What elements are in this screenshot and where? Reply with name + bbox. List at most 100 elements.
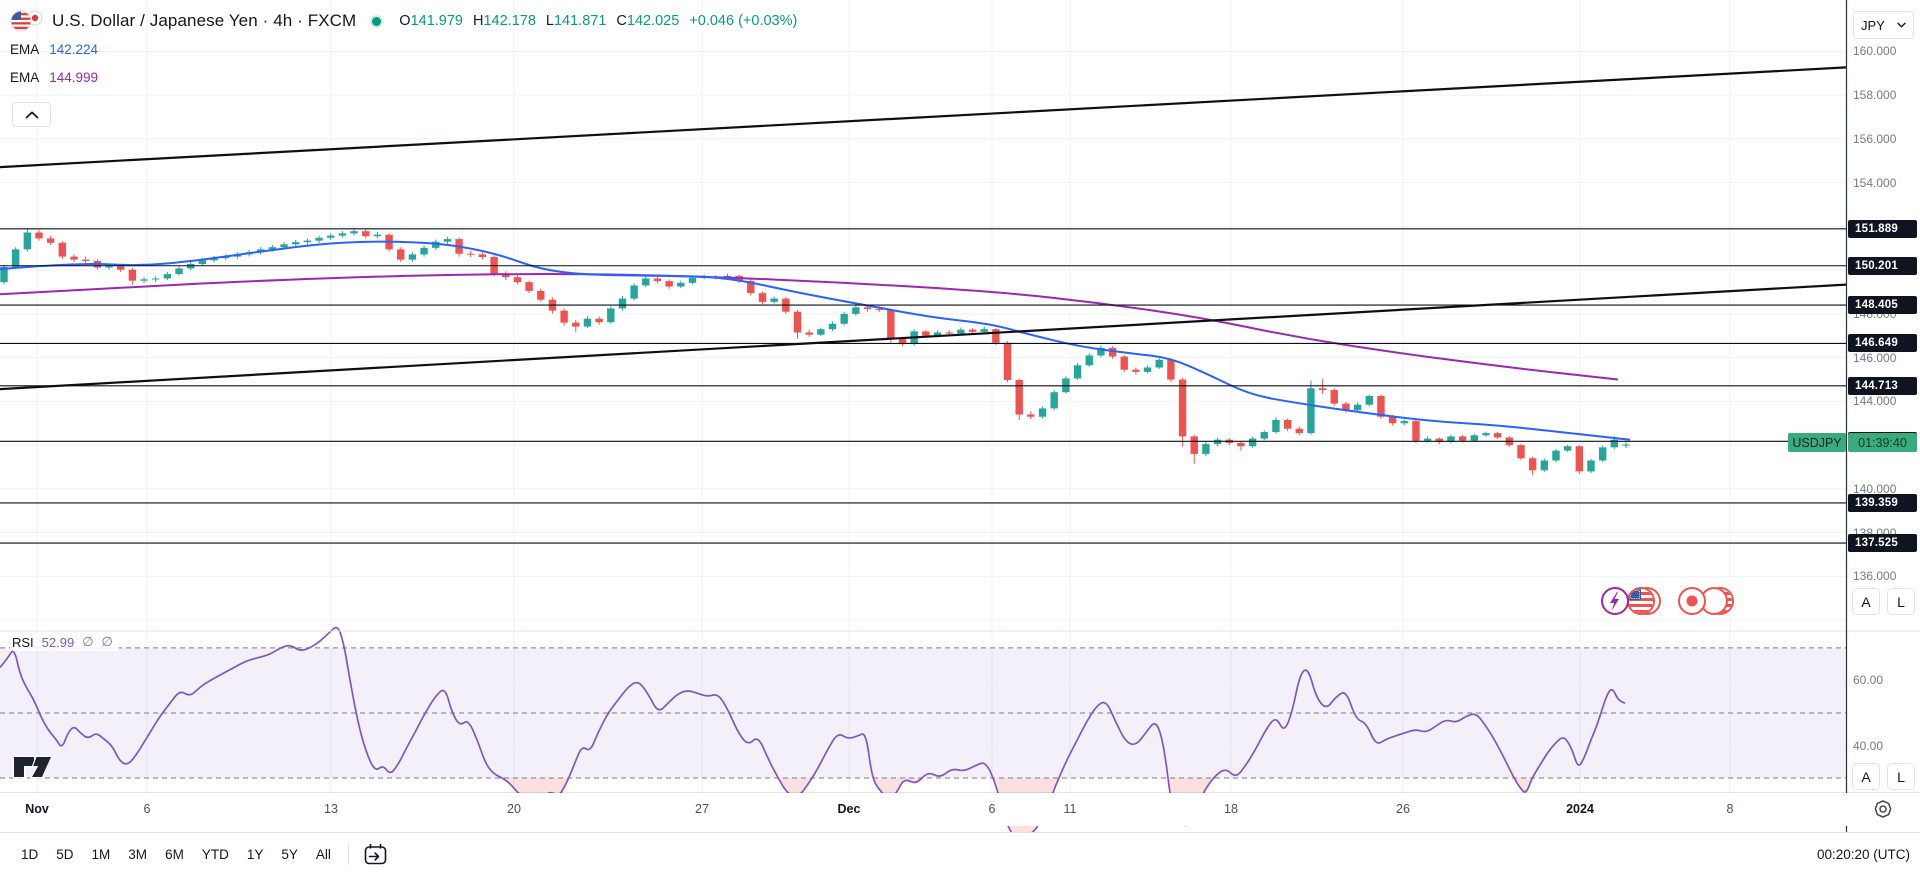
ema-slow-line: [0, 273, 1619, 381]
range-button-5d[interactable]: 5D: [56, 846, 74, 862]
chevron-down-icon: [1897, 22, 1906, 28]
candle-body: [1622, 444, 1630, 446]
price-axis-tick: 140.000: [1853, 481, 1897, 496]
ohlc-values: O141.979 H142.178 L141.871 C142.025 +0.0…: [399, 13, 798, 29]
candle-body: [478, 254, 487, 258]
log-scale-button[interactable]: L: [1887, 588, 1915, 615]
rsi-log-scale-button[interactable]: L: [1887, 763, 1915, 790]
candle-body: [1295, 428, 1303, 434]
candle-body: [1248, 438, 1257, 447]
candle-body: [1108, 347, 1117, 357]
tradingview-logo[interactable]: [12, 754, 54, 785]
candle-body: [583, 318, 592, 327]
market-status-icon[interactable]: [370, 14, 384, 28]
range-button-5y[interactable]: 5Y: [281, 846, 298, 862]
price-level-badge: 139.359: [1848, 493, 1917, 512]
range-button-1d[interactable]: 1D: [21, 846, 39, 862]
collapse-legend-button[interactable]: [12, 102, 51, 127]
range-button-3m[interactable]: 3M: [128, 846, 148, 862]
trendline: [0, 66, 1847, 169]
high-value: 142.178: [483, 13, 536, 29]
candle-body: [1073, 365, 1082, 379]
candle-body: [1470, 435, 1478, 441]
price-axis-currency-button[interactable]: JPY: [1853, 11, 1914, 39]
candle-body: [23, 232, 32, 250]
candle-body: [1377, 395, 1385, 417]
candle-body: [1178, 379, 1187, 437]
time-axis-label: 11: [1063, 802, 1077, 816]
bottom-toolbar: 1D 5D 1M 3M 6M YTD 1Y 5Y All 00:20:20 (UTC): [0, 832, 1920, 874]
candle-body: [1260, 432, 1268, 439]
range-button-all[interactable]: All: [315, 846, 331, 862]
range-button-ytd[interactable]: YTD: [201, 846, 229, 862]
candle-body: [875, 309, 883, 311]
range-button-1y[interactable]: 1Y: [246, 846, 264, 862]
candle-body: [945, 332, 953, 334]
candle-body: [362, 231, 370, 237]
candle-body: [0, 266, 8, 283]
rsi-oversold-fill: [503, 778, 569, 798]
candle-body: [1120, 356, 1128, 370]
candle-body: [747, 281, 755, 294]
candle-body: [1610, 439, 1619, 448]
auto-scale-button[interactable]: A: [1852, 588, 1880, 615]
candle-body: [1342, 403, 1350, 411]
candle-body: [595, 318, 603, 323]
time-axis-label: 6: [988, 802, 996, 816]
candle-body: [618, 298, 627, 309]
candle-body: [677, 282, 685, 287]
time-axis-label: 2024: [1566, 802, 1594, 816]
candle-body: [1097, 347, 1105, 356]
candle-body: [1598, 447, 1607, 461]
price-axis-tick: 146.000: [1853, 350, 1897, 365]
candle-body: [268, 247, 277, 250]
candle-body: [1458, 436, 1467, 441]
close-value: 142.025: [626, 13, 680, 29]
rsi-indicator-legend[interactable]: RSI 52.99 ∅ ∅: [10, 633, 119, 651]
ema-slow-legend[interactable]: EMA 144.999: [10, 69, 99, 85]
candle-body: [105, 266, 113, 268]
candle-body: [922, 331, 930, 336]
time-axis-label: 13: [324, 802, 338, 816]
candle-body: [898, 339, 907, 345]
currency-pair-flags-icon: [10, 10, 44, 32]
candle-body: [642, 278, 650, 286]
rsi-auto-scale-button[interactable]: A: [1852, 763, 1880, 790]
candle-body: [1237, 442, 1245, 447]
utc-clock[interactable]: 00:20:20 (UTC): [1816, 846, 1910, 862]
candle-body: [432, 241, 440, 248]
symbol-legend: U.S. Dollar / Japanese Yen · 4h · FXCM O…: [10, 8, 797, 90]
axis-settings-gear-icon[interactable]: [1870, 796, 1896, 822]
symbol-title[interactable]: U.S. Dollar / Japanese Yen · 4h · FXCM: [52, 11, 357, 30]
candle-body: [1050, 392, 1058, 409]
candle-body: [723, 275, 732, 278]
candle-body: [1563, 446, 1572, 451]
go-to-date-button[interactable]: [357, 841, 394, 868]
range-button-6m[interactable]: 6M: [165, 846, 184, 862]
candle-body: [840, 313, 848, 324]
candle-body: [1517, 445, 1525, 459]
economic-event-japan-icon[interactable]: [1678, 586, 1736, 616]
candle-body: [887, 309, 895, 340]
candle-body: [653, 278, 662, 282]
candle-body: [163, 274, 172, 279]
candle-body: [1400, 421, 1408, 424]
candle-body: [980, 329, 988, 332]
ema-fast-legend[interactable]: EMA 142.224: [10, 41, 99, 57]
candle-body: [758, 293, 767, 302]
range-button-1m[interactable]: 1M: [91, 846, 111, 862]
candle-body: [1587, 460, 1595, 472]
candle-body: [397, 249, 405, 260]
time-axis[interactable]: Nov 6 13 20 27 Dec 6 11 18 26 2024 8: [0, 793, 1920, 826]
candle-body: [863, 307, 872, 310]
date-range-switcher: 1D 5D 1M 3M 6M YTD 1Y 5Y All: [12, 842, 340, 867]
candle-body: [828, 323, 837, 330]
candle-body: [303, 240, 312, 243]
candle-body: [513, 277, 522, 283]
price-level-badge: 146.649: [1848, 334, 1917, 353]
economic-event-us-icon[interactable]: [1601, 586, 1663, 616]
candle-body: [957, 329, 965, 334]
candle-body: [607, 308, 615, 323]
